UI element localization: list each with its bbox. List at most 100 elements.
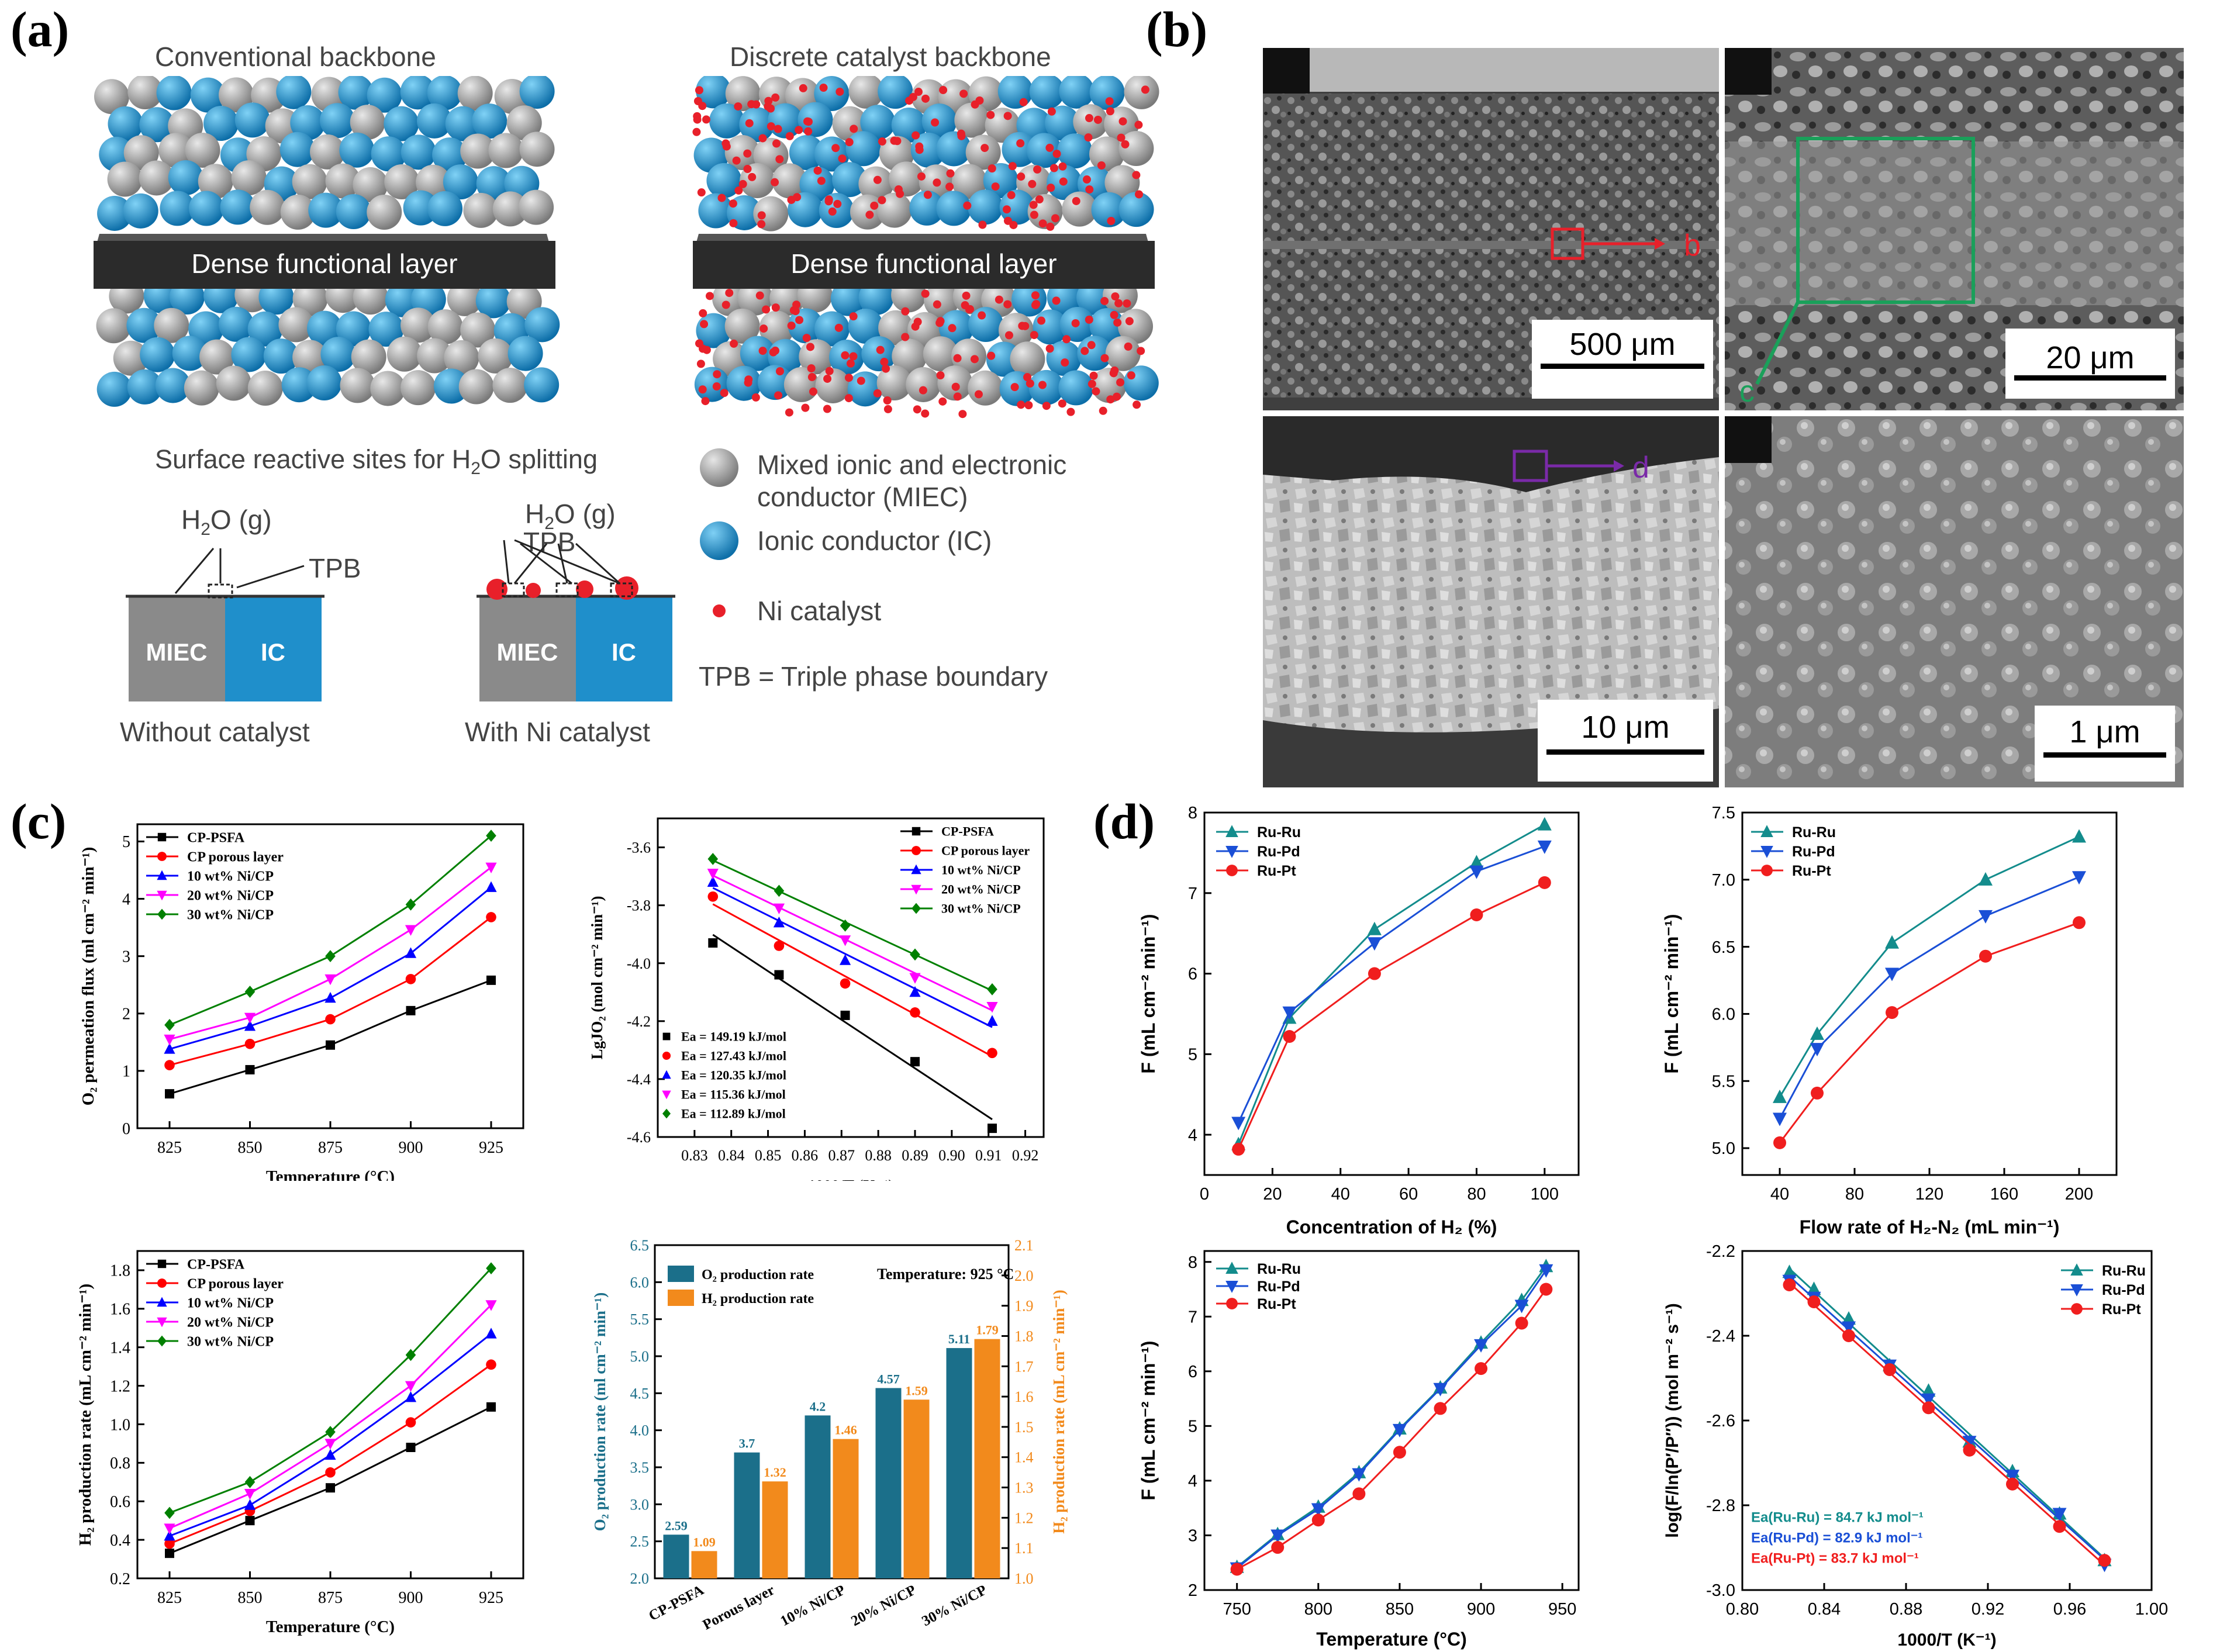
activation-energy-label: Ea(Ru-Pt) = 83.7 kJ mol⁻¹ xyxy=(1751,1550,1919,1566)
ic-sphere xyxy=(878,76,913,109)
legend-label: Ru-Pt xyxy=(1257,863,1296,879)
legend-swatch xyxy=(668,1290,694,1306)
data-point xyxy=(910,1057,920,1067)
y-tick-label: 2.5 xyxy=(630,1533,650,1550)
ni-particle xyxy=(1007,191,1016,199)
series-ru-pt xyxy=(1783,1278,2111,1567)
series-20-wt-ni-cp xyxy=(164,862,497,1046)
miec-sphere xyxy=(280,194,316,230)
data-point xyxy=(986,1015,998,1026)
series-cp-psfa xyxy=(165,1402,496,1558)
ni-particle xyxy=(933,300,941,309)
legend-marker xyxy=(1225,825,1238,837)
ni-particle xyxy=(823,405,831,413)
series-ru-pd xyxy=(1773,871,2086,1126)
ic-sphere xyxy=(189,191,225,226)
ic-sphere xyxy=(938,310,974,345)
series-ru-ru xyxy=(1773,829,2086,1103)
ni-particle xyxy=(1030,331,1038,340)
ic-sphere xyxy=(276,76,312,109)
zoom-label-c: c xyxy=(1739,375,1755,409)
data-point xyxy=(165,1089,174,1099)
miec-sphere xyxy=(185,132,220,168)
legend-marker xyxy=(157,1278,167,1288)
chart-production-bars: 2.0 2.5 3.0 3.5 4.0 4.5 5.0 5.5 6.0 6.5 1.0 1.1 1.2 1… xyxy=(591,1237,1068,1633)
legend-marker xyxy=(157,870,167,880)
bar-h2 xyxy=(762,1481,788,1578)
series-ru-pt xyxy=(1773,916,2086,1149)
ic-sphere xyxy=(997,76,1033,109)
legend-tpb: TPB = Triple phase boundary xyxy=(699,661,1048,692)
series-line xyxy=(1237,845,1545,1124)
data-point xyxy=(405,1381,417,1392)
ni-particle xyxy=(789,306,798,314)
legend-marker xyxy=(1225,1281,1238,1293)
legend-label: CP-PSFA xyxy=(187,1257,245,1272)
legend-label: 30 wt% Ni/CP xyxy=(187,907,274,922)
legend-entry: 30 wt% Ni/CP xyxy=(900,901,1021,916)
miec-sphere xyxy=(340,368,375,403)
ni-particle xyxy=(757,220,766,229)
ic-sphere xyxy=(416,103,452,139)
bar-value-label: 1.09 xyxy=(693,1535,716,1549)
bar-h2 xyxy=(691,1551,717,1578)
ni-particle xyxy=(1100,354,1109,362)
legend-entry: 10 wt% Ni/CP xyxy=(146,869,274,884)
legend-label: Ru-Pd xyxy=(2102,1282,2145,1298)
data-point xyxy=(486,975,496,985)
ni-particle xyxy=(734,102,743,111)
legend-label: 20 wt% Ni/CP xyxy=(187,888,274,903)
scalebar-label-10um: 10 μm xyxy=(1581,710,1669,745)
data-point xyxy=(1807,1281,1821,1295)
ni-particle xyxy=(698,385,707,394)
data-point xyxy=(1282,1006,1297,1020)
legend-marker xyxy=(2070,1263,2083,1276)
y-tick-label: 6.0 xyxy=(1712,1005,1735,1024)
chart-o2-flux-vs-temperature: 825 850 875 900 925 0 1 2 3 4 5 Temperature (°C) O₂ … xyxy=(79,823,524,1181)
ni-particle xyxy=(722,142,731,151)
miec-sphere xyxy=(1118,131,1154,167)
y2-tick-label: 2.0 xyxy=(1014,1267,1034,1284)
ni-particle xyxy=(1114,299,1123,307)
ni-particle xyxy=(873,389,882,398)
ni-particle xyxy=(1085,114,1093,123)
ni-particle xyxy=(923,191,932,199)
data-point xyxy=(2052,1508,2067,1522)
y-tick-label: 2 xyxy=(1188,1581,1197,1600)
miec-sphere xyxy=(772,163,807,199)
data-point xyxy=(244,986,256,998)
legend-marker xyxy=(157,1297,167,1307)
ic-sphere xyxy=(757,365,793,400)
ni-particle xyxy=(1047,184,1055,192)
ni-particle xyxy=(878,196,886,205)
x-tick-label: 80 xyxy=(1845,1185,1864,1204)
miec-sphere xyxy=(951,338,987,374)
ic-sphere xyxy=(968,189,1003,225)
legend-marker xyxy=(911,864,921,875)
ic-sphere xyxy=(709,103,745,139)
ni-particle xyxy=(774,391,783,400)
y-tick-label: 3.5 xyxy=(630,1459,650,1476)
ic-sphere xyxy=(1028,369,1064,405)
ic-sphere xyxy=(1002,132,1037,167)
without-catalyst-caption: Without catalyst xyxy=(120,717,310,747)
ni-particle xyxy=(823,374,832,383)
ic-sphere xyxy=(910,132,946,168)
y-tick-label: 5.0 xyxy=(1712,1139,1735,1158)
ni-particle xyxy=(846,359,855,368)
activation-energy-label: Ea = 120.35 kJ/mol xyxy=(681,1068,786,1083)
miec-sphere xyxy=(107,161,143,197)
legend-marker xyxy=(157,1335,167,1347)
data-point xyxy=(164,1538,175,1549)
x-axis-label: Temperature (°C) xyxy=(1316,1629,1467,1650)
y-tick-label: 5 xyxy=(122,833,130,851)
series-10-wt-ni-cp xyxy=(164,881,497,1054)
ic-sphere xyxy=(338,76,374,110)
ni-particle xyxy=(1066,407,1075,416)
ni-particle xyxy=(957,129,965,138)
data-point xyxy=(244,1475,256,1488)
data-point xyxy=(910,1007,920,1018)
ni-particle xyxy=(880,357,889,366)
ni-particle xyxy=(702,115,710,124)
ni-particle xyxy=(873,175,882,184)
